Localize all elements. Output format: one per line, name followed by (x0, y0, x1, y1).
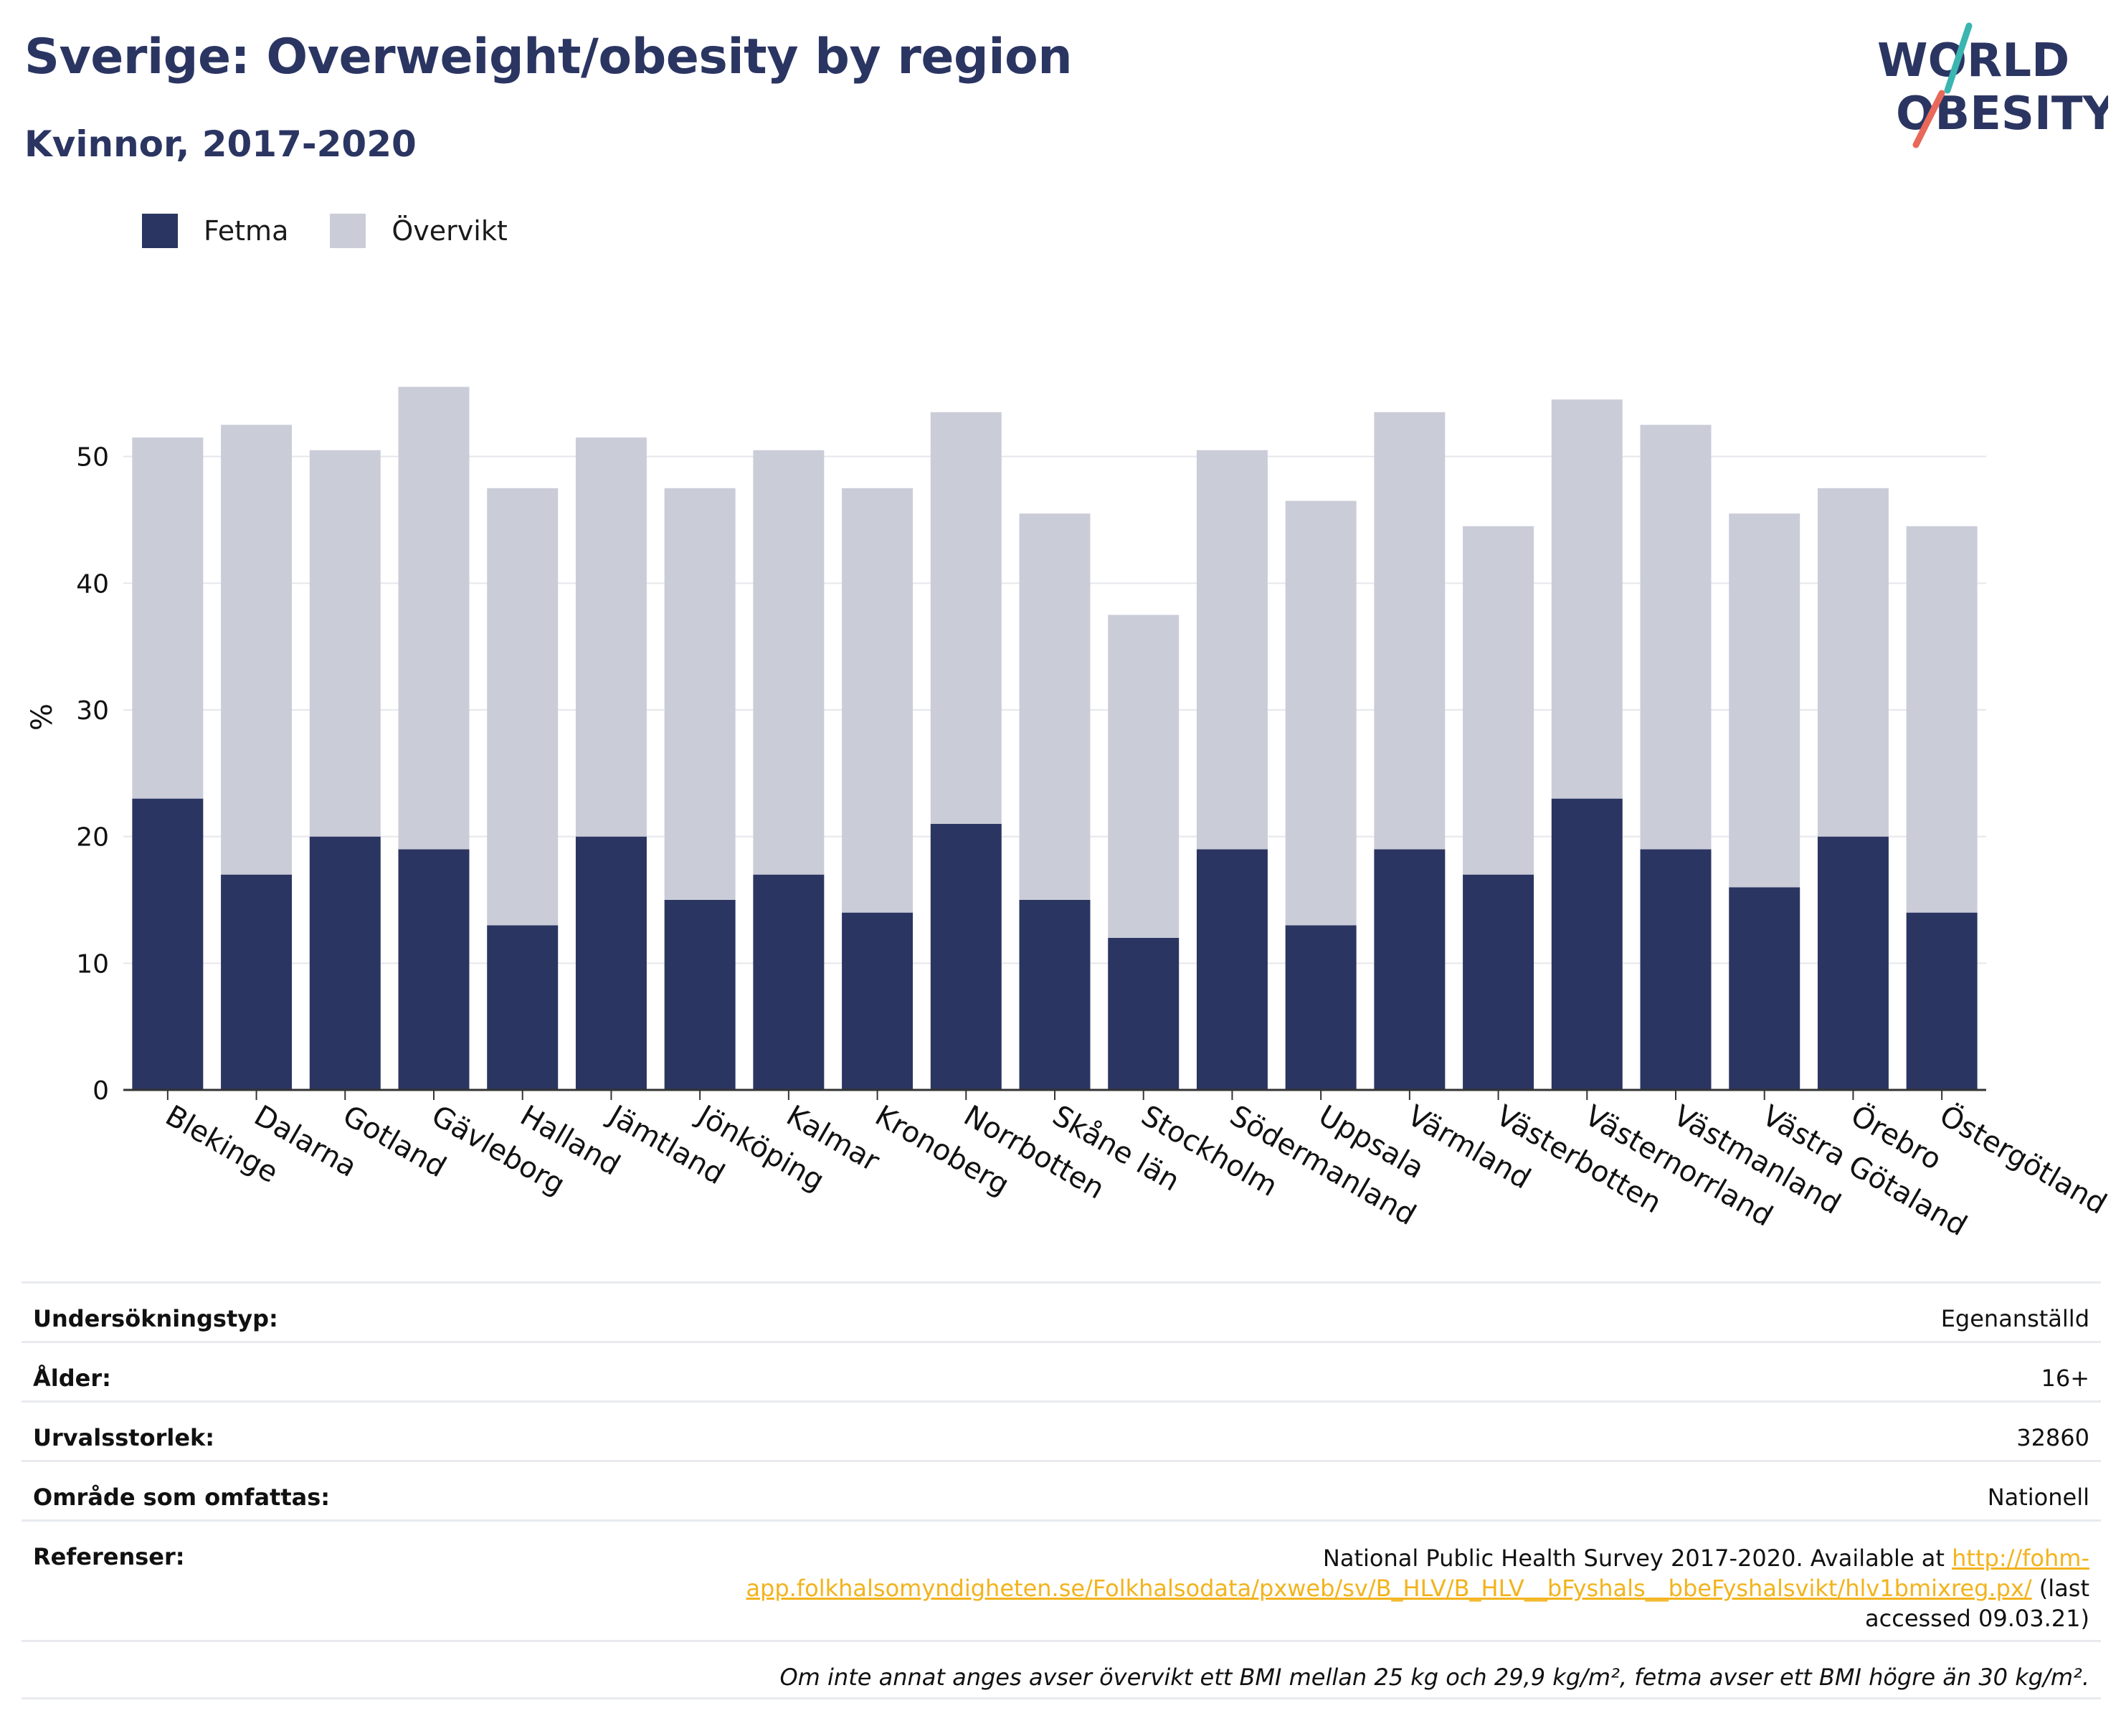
bar-fetma (487, 925, 559, 1090)
bar-overvikt (398, 386, 470, 850)
bar-overvikt (132, 437, 204, 799)
bar-overvikt (1285, 501, 1357, 926)
bar-overvikt (487, 488, 559, 926)
world-obesity-logo: WORLD OBESITY (1877, 22, 2108, 148)
stacked-bar-chart: 01020304050%BlekingeDalarnaGotlandGävleb… (26, 386, 2113, 1243)
bar-fetma (1817, 836, 1889, 1090)
bar-overvikt (309, 450, 381, 837)
y-tick-label: 10 (76, 949, 109, 979)
info-value: Nationell (1987, 1484, 2089, 1511)
bar-fetma (1374, 849, 1446, 1090)
bar-fetma (221, 874, 293, 1090)
bar-fetma (930, 824, 1002, 1090)
x-tick-label: Östergötland (1934, 1098, 2112, 1221)
y-tick-label: 50 (76, 443, 109, 473)
legend-item-overvikt[interactable]: Övervikt (330, 214, 508, 248)
y-tick-label: 40 (76, 569, 109, 599)
bar-fetma (664, 900, 736, 1090)
bar-fetma (1196, 849, 1268, 1090)
bmi-definition-note: Om inte annat anges avser övervikt ett B… (779, 1664, 2089, 1691)
info-key: Referenser: (33, 1543, 185, 1570)
info-row-references: Referenser: National Public Health Surve… (22, 1519, 2101, 1640)
legend-swatch-fetma (142, 214, 178, 248)
legend-swatch-overvikt (330, 214, 366, 248)
info-value: Egenanställd (1940, 1305, 2089, 1332)
bar-fetma (398, 849, 470, 1090)
logo-slash-teal (1944, 22, 1973, 94)
info-row-survey-type: Undersökningstyp: Egenanställd (22, 1281, 2101, 1341)
bar-fetma (1108, 938, 1180, 1090)
references-link[interactable]: http://fohm-app.folkhalsomyndigheten.se/… (746, 1545, 2089, 1602)
info-key: Urvalsstorlek: (33, 1424, 215, 1451)
info-row-note: Om inte annat anges avser övervikt ett B… (22, 1640, 2101, 1699)
bar-overvikt (1019, 513, 1091, 900)
bar-fetma (1729, 887, 1800, 1090)
bar-fetma (132, 798, 204, 1090)
bar-overvikt (575, 437, 647, 837)
bar-fetma (1551, 798, 1623, 1090)
chart-title: Sverige: Overweight/obesity by region (24, 29, 1073, 85)
y-axis-title: % (26, 703, 59, 731)
bar-overvikt (1817, 488, 1889, 837)
legend-label-overvikt: Övervikt (392, 215, 508, 247)
chart-legend: Fetma Övervikt (142, 214, 549, 248)
info-value: 32860 (2016, 1424, 2089, 1451)
logo-word-world: WORLD (1877, 34, 2069, 87)
bar-fetma (309, 836, 381, 1090)
info-key: Ålder: (33, 1365, 111, 1392)
bar-fetma (1906, 912, 1978, 1090)
info-row-area: Område som omfattas: Nationell (22, 1460, 2101, 1519)
bar-fetma (753, 874, 825, 1090)
legend-label-fetma: Fetma (204, 215, 289, 247)
bar-overvikt (1463, 526, 1534, 875)
bar-fetma (1019, 900, 1091, 1090)
bar-overvikt (1196, 450, 1268, 850)
bar-overvikt (842, 488, 914, 913)
y-tick-label: 20 (76, 823, 109, 853)
bar-overvikt (221, 424, 293, 875)
bar-fetma (1463, 874, 1534, 1090)
bar-overvikt (1729, 513, 1800, 888)
logo-slash-coral (1912, 90, 1945, 148)
info-value: 16+ (2041, 1365, 2089, 1392)
info-row-age: Ålder: 16+ (22, 1341, 2101, 1400)
info-key: Område som omfattas: (33, 1484, 331, 1511)
bar-overvikt (1551, 399, 1623, 799)
bar-fetma (1640, 849, 1712, 1090)
y-tick-label: 0 (92, 1076, 109, 1106)
bar-overvikt (930, 412, 1002, 824)
chart-subtitle: Kvinnor, 2017-2020 (24, 123, 417, 165)
bar-fetma (842, 912, 914, 1090)
metadata-table: Undersökningstyp: Egenanställd Ålder: 16… (22, 1281, 2101, 1699)
references-text: National Public Health Survey 2017-2020.… (641, 1543, 2089, 1633)
bar-fetma (1285, 925, 1357, 1090)
legend-item-fetma[interactable]: Fetma (142, 214, 288, 248)
bar-fetma (575, 836, 647, 1090)
y-tick-label: 30 (76, 696, 109, 726)
bar-overvikt (1374, 412, 1446, 850)
bar-overvikt (664, 488, 736, 900)
references-post: (last accessed 09.03.21) (1865, 1575, 2089, 1632)
info-key: Undersökningstyp: (33, 1305, 278, 1332)
bar-overvikt (1640, 424, 1712, 850)
bar-overvikt (1108, 615, 1180, 938)
references-pre: National Public Health Survey 2017-2020.… (1322, 1545, 1952, 1572)
bar-overvikt (1906, 526, 1978, 913)
bar-overvikt (753, 450, 825, 875)
info-row-sample-size: Urvalsstorlek: 32860 (22, 1400, 2101, 1460)
